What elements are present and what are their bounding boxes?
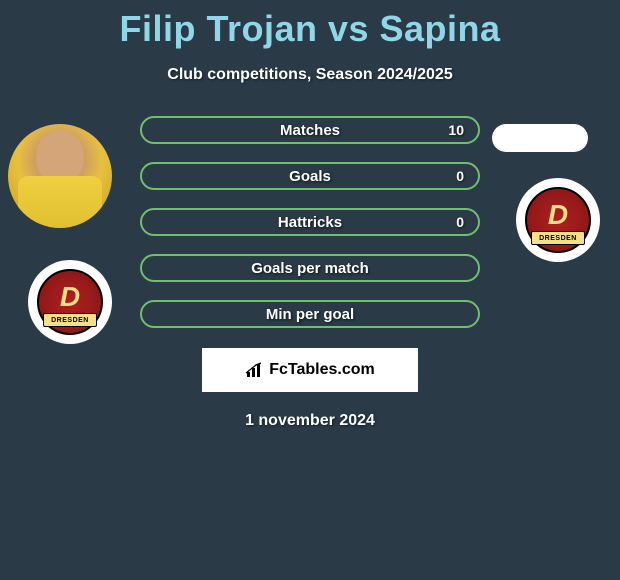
- stat-bar-min-per-goal: Min per goal: [140, 300, 480, 328]
- stat-bar-goals-per-match: Goals per match: [140, 254, 480, 282]
- stat-label: Matches: [280, 122, 340, 139]
- bar-chart-icon: [245, 362, 265, 378]
- stat-bar-hattricks: Hattricks 0: [140, 208, 480, 236]
- crest-shield-icon: DRESDEN: [525, 187, 591, 253]
- player-right-avatar: [492, 124, 588, 152]
- stat-bar-goals: Goals 0: [140, 162, 480, 190]
- subtitle: Club competitions, Season 2024/2025: [0, 66, 620, 84]
- crest-shield-icon: DRESDEN: [37, 269, 103, 335]
- club-crest-right: DRESDEN: [516, 178, 600, 262]
- stat-label: Goals: [289, 168, 331, 185]
- crest-banner: DRESDEN: [531, 231, 585, 245]
- stat-label: Hattricks: [278, 214, 342, 231]
- player-left-avatar: [8, 124, 112, 228]
- date-label: 1 november 2024: [0, 412, 620, 430]
- club-crest-left: DRESDEN: [28, 260, 112, 344]
- stat-value-right: 10: [448, 122, 464, 138]
- stat-bar-matches: Matches 10: [140, 116, 480, 144]
- stat-value-right: 0: [456, 168, 464, 184]
- stat-label: Goals per match: [251, 260, 369, 277]
- crest-banner: DRESDEN: [43, 313, 97, 327]
- fctables-logo: FcTables.com: [202, 348, 418, 392]
- page-title: Filip Trojan vs Sapina: [0, 0, 620, 50]
- stat-value-right: 0: [456, 214, 464, 230]
- stat-label: Min per goal: [266, 306, 354, 323]
- logo-text: FcTables.com: [269, 361, 375, 379]
